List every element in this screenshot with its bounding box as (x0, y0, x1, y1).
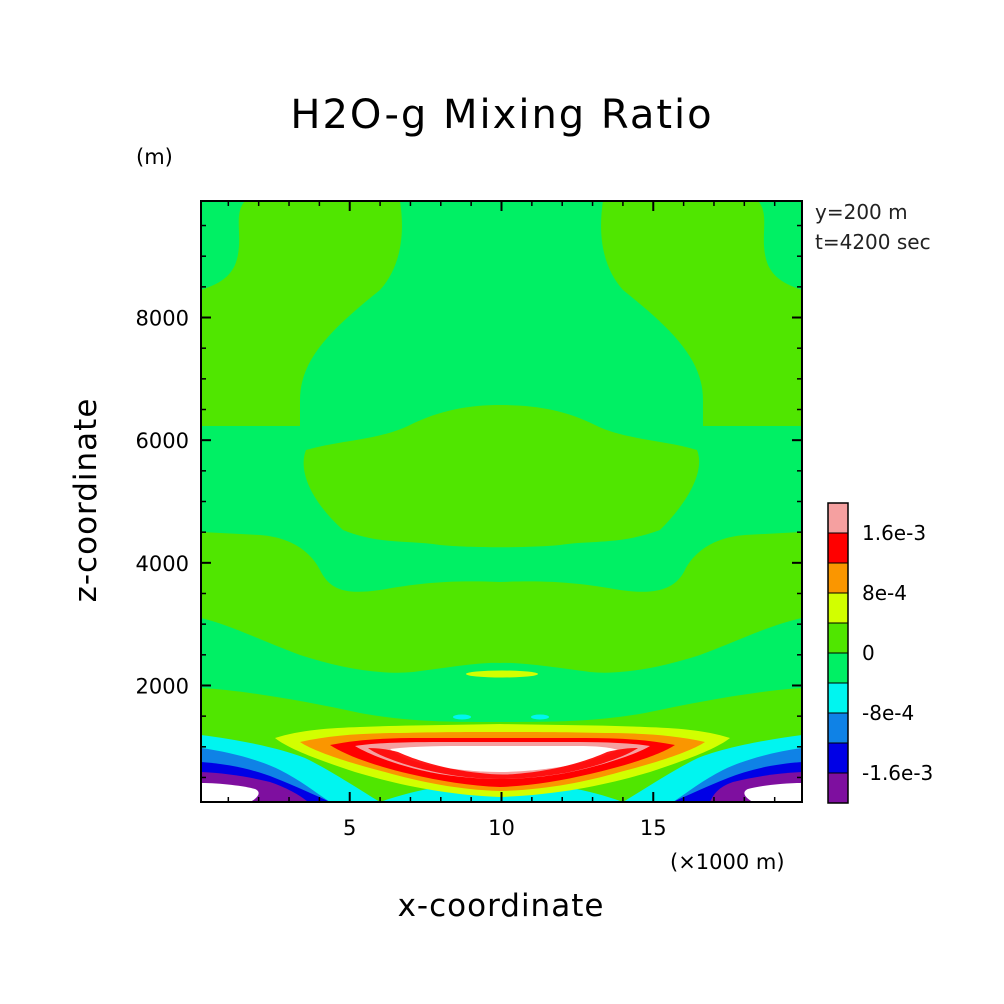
colorbar-swatch (827, 562, 849, 594)
x-axis-unit: (×1000 m) (670, 850, 785, 874)
plot-area (201, 201, 802, 802)
colorbar-label: 8e-4 (862, 581, 907, 605)
x-axis-label: x-coordinate (397, 888, 605, 924)
y-tick-label: 6000 (136, 429, 189, 453)
x-axis-ticks: 5 10 15 (343, 201, 667, 840)
region-warm-inner-red (368, 748, 638, 779)
colorbar-swatch (827, 592, 849, 624)
colorbar: 1.6e-3 8e-4 0 -8e-4 -1.6e-3 (827, 502, 933, 804)
region-mid-lobe (303, 405, 700, 548)
colorbar-label: 1.6e-3 (862, 521, 926, 545)
annotation-time: t=4200 sec (815, 230, 931, 254)
colorbar-swatch (827, 712, 849, 744)
y-axis-ticks: 2000 4000 6000 8000 (136, 307, 802, 698)
region-warm-white (390, 746, 618, 772)
annotation-y-position: y=200 m (815, 200, 908, 224)
region-neg-5-right (744, 783, 802, 802)
y-tick-label: 4000 (136, 552, 189, 576)
region-neg-5-left (201, 783, 259, 802)
colorbar-label: -8e-4 (862, 701, 914, 725)
colorbar-swatch (827, 622, 849, 654)
region-small-yellow (466, 670, 538, 678)
region-upper-right-positive (601, 201, 802, 426)
x-tick-label: 5 (343, 816, 356, 840)
minor-ticks (201, 201, 802, 802)
colorbar-swatch (827, 532, 849, 564)
region-cyan-speck-left (453, 714, 471, 720)
region-low-band (201, 532, 802, 673)
region-cyan-speck-right (531, 714, 549, 720)
colorbar-label: -1.6e-3 (862, 761, 933, 785)
y-axis-label: z-coordinate (68, 397, 104, 603)
chart-title: H2O-g Mixing Ratio (290, 92, 714, 138)
region-upper-left-positive (201, 201, 402, 426)
colorbar-swatch (827, 742, 849, 774)
colorbar-swatch (827, 502, 849, 534)
region-corner-patch-right (758, 201, 802, 290)
y-axis-unit: (m) (136, 145, 173, 169)
colorbar-swatch (827, 682, 849, 714)
x-tick-label: 15 (640, 816, 667, 840)
y-tick-label: 2000 (136, 674, 189, 698)
region-corner-patch-left (201, 201, 245, 290)
x-tick-label: 10 (488, 816, 515, 840)
y-tick-label: 8000 (136, 307, 189, 331)
colorbar-swatch (827, 772, 849, 804)
colorbar-swatch (827, 652, 849, 684)
colorbar-label: 0 (862, 641, 875, 665)
